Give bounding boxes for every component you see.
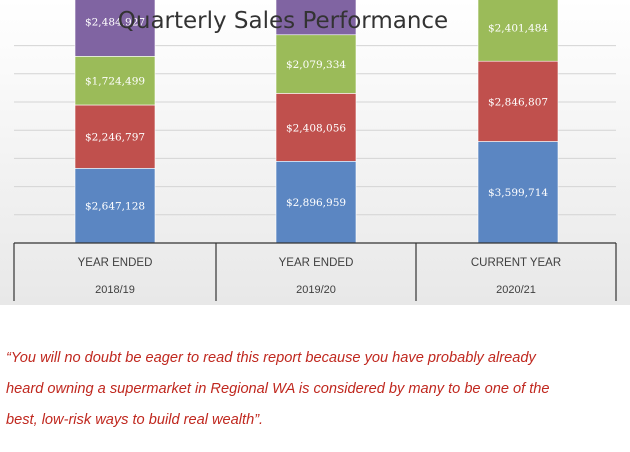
bar-segment [477, 60, 559, 142]
data-label: $2,079,334 [286, 59, 346, 71]
chart-area: $2,647,128 $2,246,797 $1,724,499 $2,484,927… [0, 0, 630, 305]
quote-line: “You will no doubt be eager to read this… [6, 350, 536, 366]
bar-segment [74, 0, 156, 57]
data-label: $2,401,484 [488, 22, 548, 34]
bar-segment [74, 56, 156, 106]
bar-segment [477, 141, 559, 244]
data-label: $2,408,056 [286, 122, 346, 134]
bar-segment [74, 104, 156, 169]
category-year-label: 2020/21 [496, 284, 536, 296]
quote-line: best, low-risk ways to build real wealth… [6, 412, 264, 428]
category-year-label: 2019/20 [296, 284, 336, 296]
chart-title: Quarterly Sales Performance [117, 8, 449, 34]
category-label: CURRENT YEAR [471, 257, 561, 269]
bar-segment [275, 0, 357, 36]
data-label: $3,599,714 [488, 187, 548, 199]
data-label: $2,896,959 [286, 197, 346, 209]
data-label: $2,246,797 [85, 132, 145, 144]
bar-segment [275, 93, 357, 162]
data-label: $2,484,927 [85, 16, 145, 28]
bar-segment [275, 161, 357, 244]
category-year-label: 2018/19 [95, 284, 135, 296]
bar-segment [477, 0, 559, 62]
data-label: $2,846,807 [488, 96, 548, 108]
category-table: YEAR ENDED 2018/19 YEAR ENDED 2019/20 CURREN… [13, 242, 617, 301]
bar-segments: $2,647,128 $2,246,797 $1,724,499 $2,484,927… [74, 0, 559, 244]
data-label: $2,647,128 [85, 201, 145, 213]
stacked-bar-chart: $2,647,128 $2,246,797 $1,724,499 $2,484,927… [0, 0, 630, 305]
quote-text: “You will no doubt be eager to read this… [6, 343, 628, 436]
bar-segment [275, 34, 357, 94]
data-label: $1,724,499 [85, 76, 145, 88]
category-label: YEAR ENDED [78, 257, 153, 269]
category-label: YEAR ENDED [279, 257, 354, 269]
quote-line: heard owning a supermarket in Regional W… [6, 381, 550, 397]
